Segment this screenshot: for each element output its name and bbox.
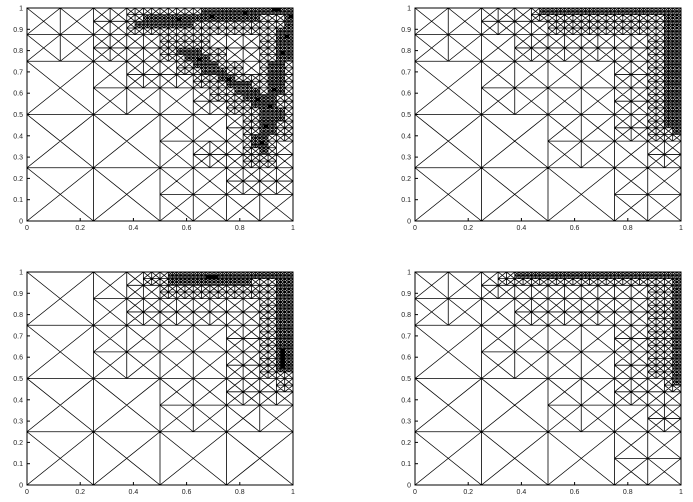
y-tick-label: 0.5 [13,112,23,119]
y-tick-label: 0.2 [401,176,411,183]
y-tick-label: 0 [407,483,411,490]
y-tick-label: 0 [407,219,411,226]
x-tick-label: 1 [291,225,295,232]
y-tick-label: 0.1 [13,461,23,468]
y-tick-label: 0.5 [401,376,411,383]
y-tick-label: 0.1 [13,197,23,204]
y-tick-label: 0.7 [13,69,23,76]
y-tick-label: 1 [19,270,23,277]
mesh [26,7,294,222]
x-tick-label: 0.4 [517,489,527,496]
x-tick-label: 0.2 [75,225,85,232]
y-tick-label: 0.3 [13,419,23,426]
y-tick-label: 0.2 [13,176,23,183]
y-tick-label: 0.5 [401,112,411,119]
y-tick-label: 0.8 [13,48,23,55]
y-tick-label: 1 [407,270,411,277]
x-tick-label: 0.4 [129,225,139,232]
y-tick-label: 0.9 [401,291,411,298]
y-tick-label: 0.1 [401,461,411,468]
y-tick-label: 0.4 [13,133,23,140]
x-tick-label: 0.6 [570,225,580,232]
x-tick-label: 0.2 [463,225,473,232]
x-tick-label: 0 [25,225,29,232]
y-tick-label: 0.6 [401,91,411,98]
y-tick-label: 0.4 [401,133,411,140]
y-tick-label: 0.6 [401,355,411,362]
x-tick-label: 0.2 [75,489,85,496]
mesh [26,271,294,486]
y-tick-label: 0.5 [13,376,23,383]
y-tick-label: 0.4 [13,397,23,404]
x-tick-label: 0.8 [235,489,245,496]
x-tick-label: 0.6 [570,489,580,496]
y-tick-label: 0.1 [401,197,411,204]
x-tick-label: 0.8 [235,225,245,232]
y-tick-label: 0.9 [13,291,23,298]
x-tick-label: 0 [413,489,417,496]
y-tick-label: 0.9 [13,27,23,34]
x-tick-label: 0.4 [129,489,139,496]
y-tick-label: 0.7 [13,333,23,340]
y-tick-label: 0 [19,219,23,226]
y-tick-label: 0.6 [13,355,23,362]
x-tick-label: 1 [679,489,683,496]
y-tick-label: 1 [19,6,23,13]
y-tick-label: 0 [19,483,23,490]
y-tick-label: 0.2 [401,440,411,447]
x-tick-label: 1 [679,225,683,232]
y-tick-label: 0.4 [401,397,411,404]
x-tick-label: 0.4 [517,225,527,232]
y-tick-label: 0.8 [401,312,411,319]
x-tick-label: 0.2 [463,489,473,496]
y-tick-label: 0.2 [13,440,23,447]
y-tick-label: 0.7 [401,333,411,340]
x-tick-label: 0.6 [182,489,192,496]
x-tick-label: 0 [25,489,29,496]
y-tick-label: 0.7 [401,69,411,76]
x-tick-label: 1 [291,489,295,496]
mesh [414,271,682,486]
x-tick-label: 0 [413,225,417,232]
y-tick-label: 0.3 [13,155,23,162]
y-tick-label: 0.8 [401,48,411,55]
y-tick-label: 0.3 [401,419,411,426]
mesh [414,7,682,222]
y-tick-label: 0.8 [13,312,23,319]
y-tick-label: 0.3 [401,155,411,162]
y-tick-label: 0.9 [401,27,411,34]
x-tick-label: 0.8 [623,225,633,232]
y-tick-label: 0.6 [13,91,23,98]
x-tick-label: 0.6 [182,225,192,232]
x-tick-label: 0.8 [623,489,633,496]
y-tick-label: 1 [407,6,411,13]
